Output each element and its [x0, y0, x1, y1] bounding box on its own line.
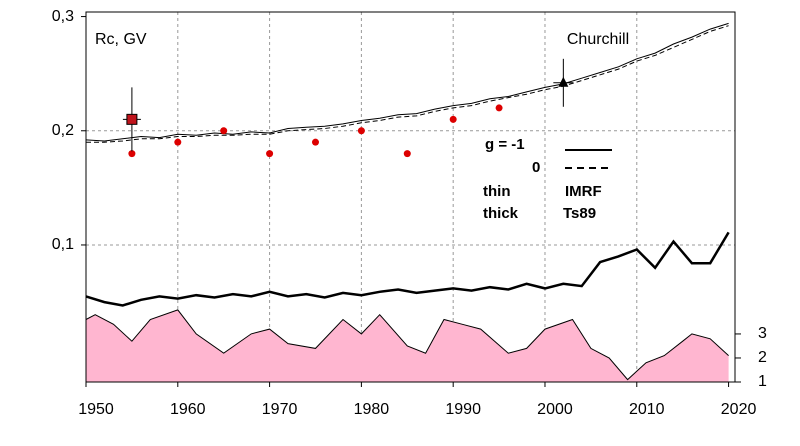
- triangle-point: [558, 76, 569, 87]
- line: [85, 309, 729, 381]
- point: [311, 138, 319, 146]
- point: [128, 150, 136, 158]
- point: [266, 150, 274, 158]
- y2-tick-label: 1: [758, 373, 767, 390]
- legend-text: Ts89: [563, 205, 596, 222]
- point: [449, 115, 457, 123]
- point: [220, 127, 228, 135]
- legend-text: thick: [483, 205, 519, 222]
- y2-tick-label: 2: [758, 349, 767, 366]
- y-tick-label: 0,1: [52, 236, 74, 253]
- legend-text: IMRF: [565, 183, 602, 200]
- y-axis-label: Rc, GV: [95, 31, 147, 48]
- x-tick-label: 1950: [78, 401, 114, 418]
- plot-frame: [85, 11, 736, 383]
- legend-text: thin: [483, 183, 511, 200]
- square-point: [126, 113, 138, 125]
- point: [174, 138, 182, 146]
- x-tick-label: 1980: [354, 401, 390, 418]
- legend-text: g = -1: [485, 136, 525, 153]
- y2-tick-label: 3: [758, 325, 767, 342]
- line: [85, 22, 729, 142]
- x-tick-label: 2000: [537, 401, 573, 418]
- y-tick-label: 0,2: [52, 122, 74, 139]
- annotation: Churchill: [567, 31, 629, 48]
- line: [85, 231, 730, 307]
- point: [357, 127, 365, 135]
- x-tick-label: 2010: [629, 401, 665, 418]
- x-tick-label: 2020: [721, 401, 757, 418]
- point: [495, 104, 503, 112]
- x-tick-label: 1960: [170, 401, 206, 418]
- x-tick-label: 1970: [262, 401, 298, 418]
- area: [86, 309, 729, 382]
- point: [403, 150, 411, 158]
- legend-text: 0: [532, 159, 540, 176]
- x-tick-label: 1990: [445, 401, 481, 418]
- line: [86, 25, 729, 143]
- y-tick-label: 0,3: [52, 8, 74, 25]
